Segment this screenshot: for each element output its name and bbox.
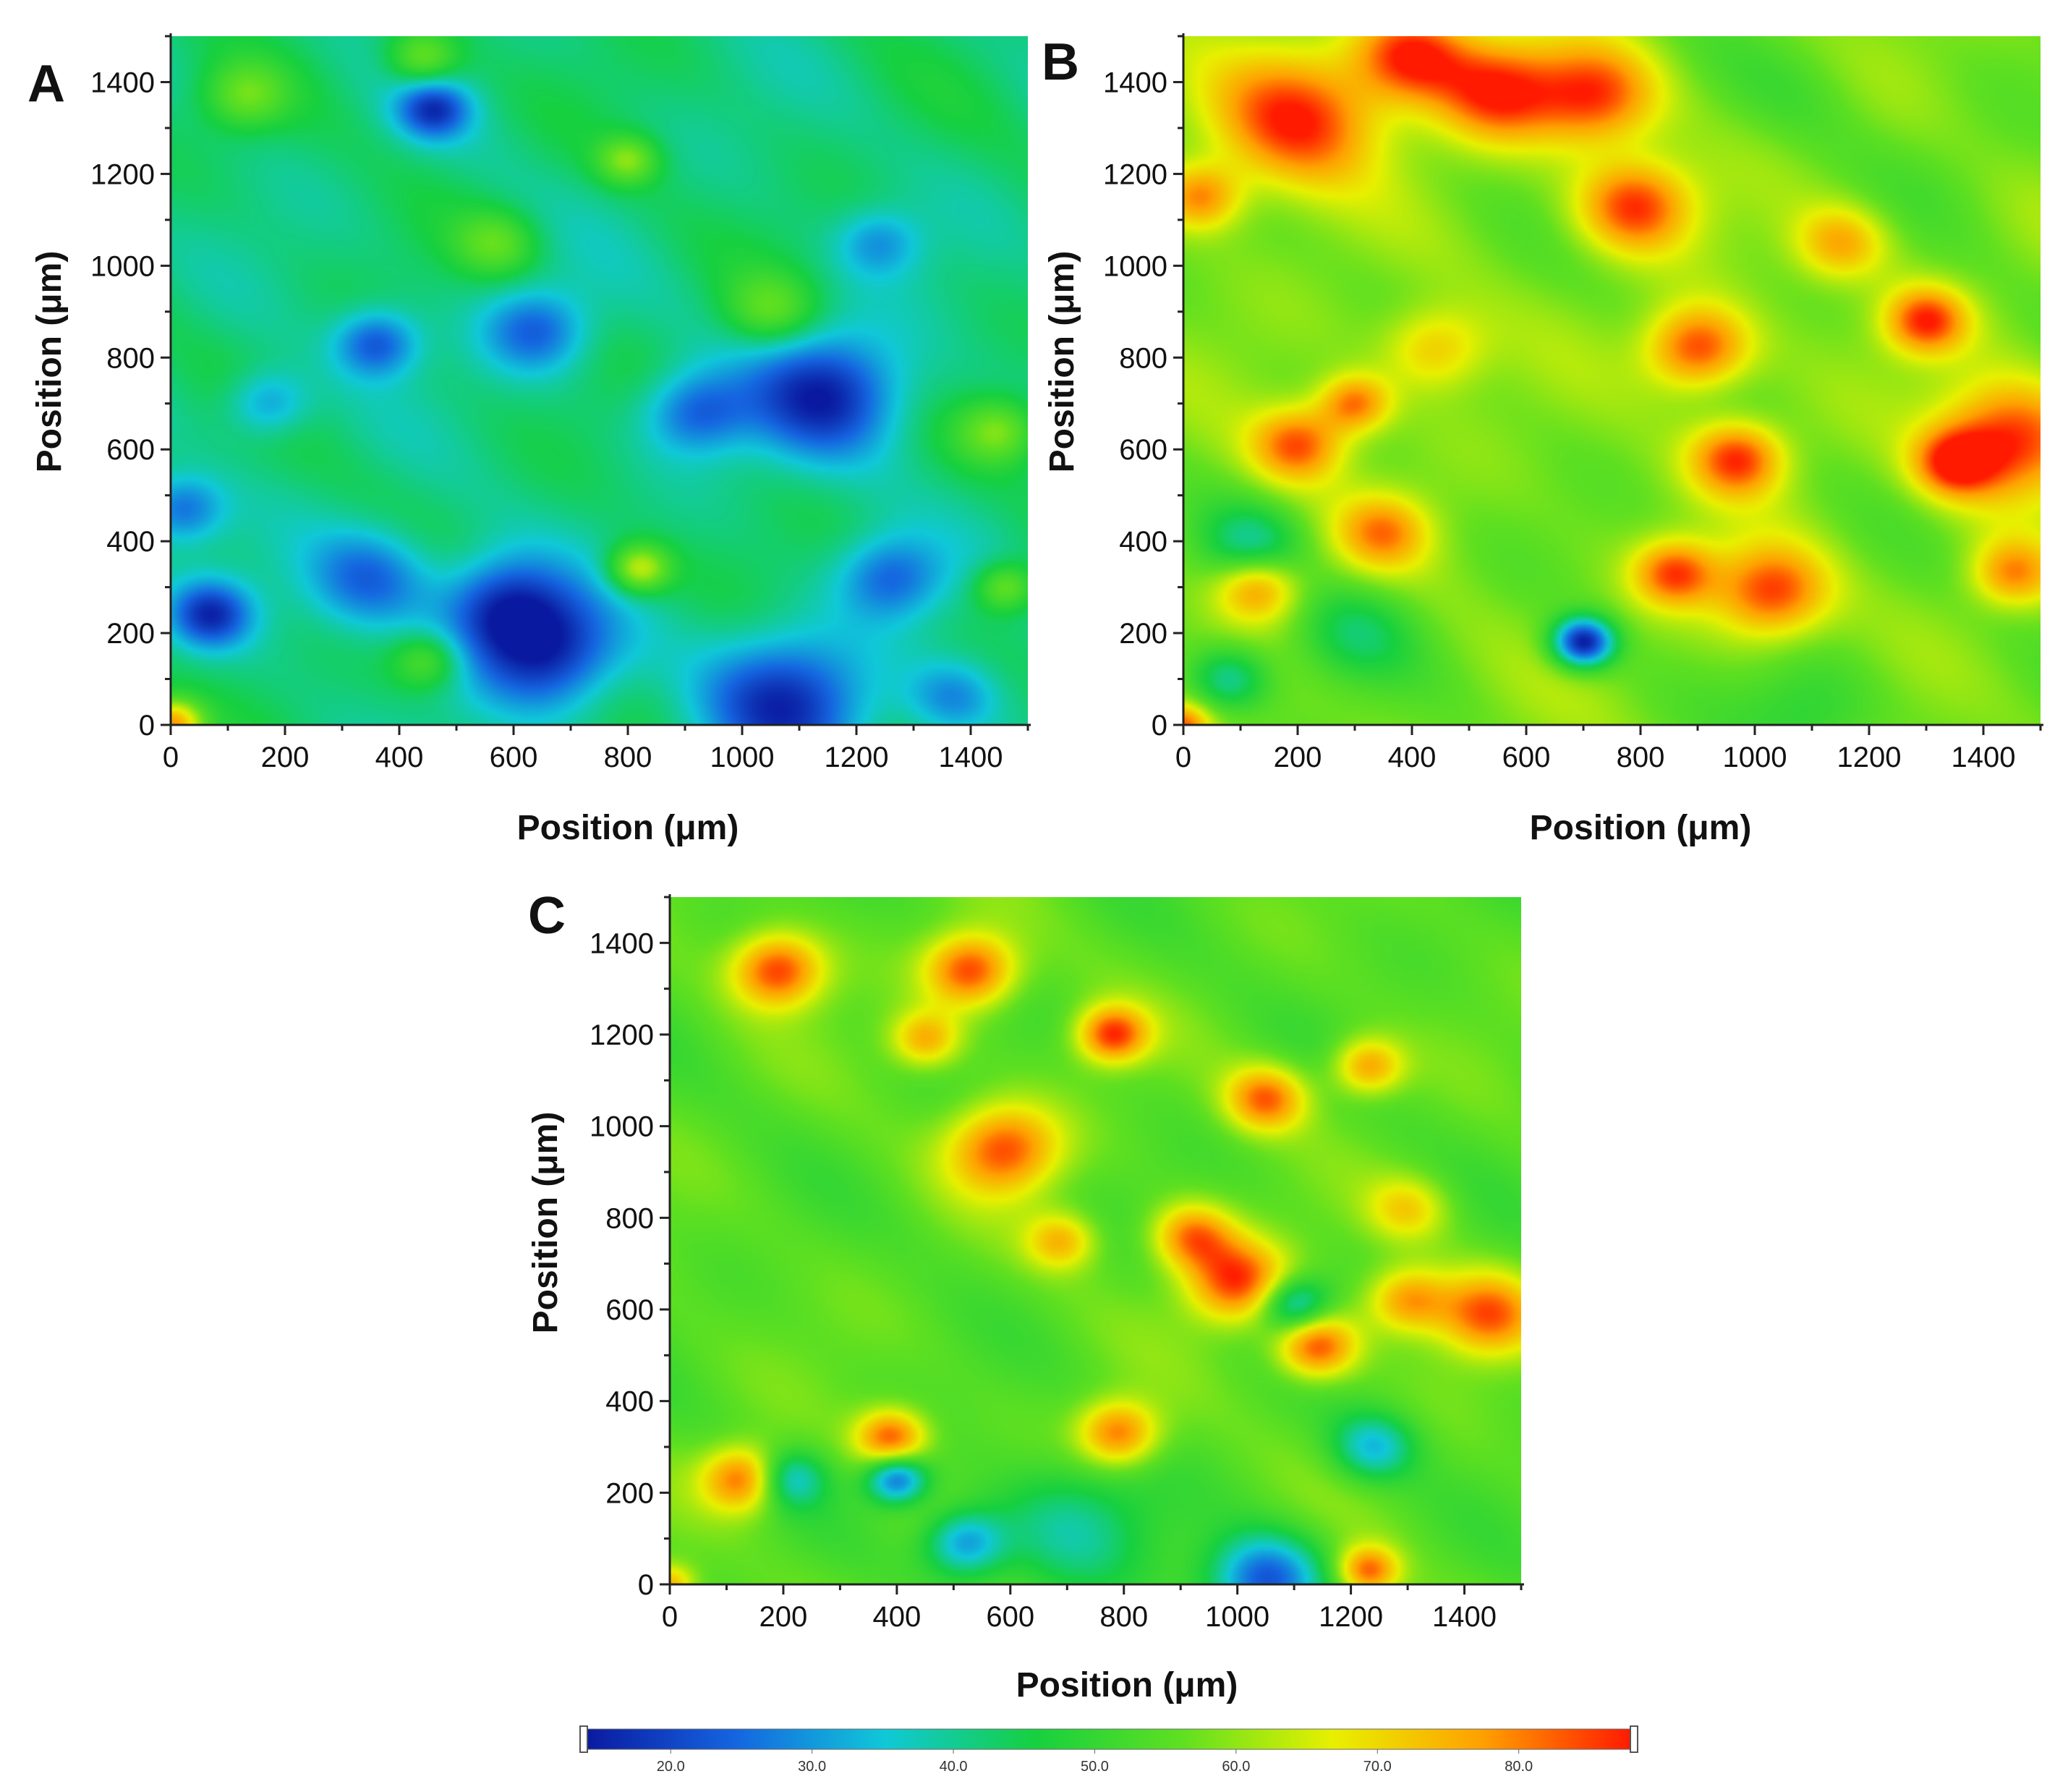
heatmap-b	[1183, 36, 2041, 725]
x-tick-label: 200	[1274, 742, 1322, 773]
axes-c: 0 200 400 600 800 1000 1200 1400 0 200 400 600 800 10…	[590, 894, 1524, 1633]
x-tick-label: 400	[1388, 742, 1437, 773]
y-tick-label: 0	[139, 710, 155, 742]
x-tick-label: 400	[872, 1601, 921, 1633]
colorbar-tick-label: 80.0	[1505, 1759, 1533, 1775]
x-tick-label: 200	[759, 1601, 808, 1633]
x-tick-label: 0	[163, 742, 179, 773]
x-tick-label: 600	[1502, 742, 1551, 773]
axes-b: 0 200 400 600 800 1000 1200 1400 0 200 400 600 800 10…	[1103, 33, 2043, 773]
x-axis-title-b: Position (μm)	[1530, 809, 1752, 847]
y-axis-title-c: Position (μm)	[527, 1112, 565, 1334]
y-tick-label: 200	[106, 618, 155, 650]
y-tick-label: 1400	[1103, 67, 1167, 98]
y-tick-label: 1000	[590, 1111, 654, 1143]
x-tick-label: 800	[1099, 1601, 1148, 1633]
y-tick-label: 0	[1152, 710, 1167, 742]
y-axis-title-b: Position (μm)	[1043, 251, 1081, 473]
x-tick-label: 200	[261, 742, 310, 773]
colorbar-labels: 20.0 30.0 40.0 50.0 60.0 70.0 80.0	[657, 1749, 1533, 1775]
x-tick-label: 1400	[1952, 742, 2016, 773]
x-tick-label: 1200	[1319, 1601, 1383, 1633]
y-tick-label: 0	[638, 1569, 654, 1601]
x-tick-label: 1000	[710, 742, 775, 773]
heatmap-a	[171, 36, 1028, 725]
x-tick-label: 0	[1175, 742, 1191, 773]
colorbar-tick-label: 60.0	[1222, 1759, 1250, 1775]
heatmap-c	[670, 897, 1521, 1584]
colorbar-right-handle	[1630, 1725, 1638, 1753]
y-tick-label: 600	[605, 1294, 654, 1326]
colorbar: 20.0 30.0 40.0 50.0 60.0 70.0 80.0	[579, 1725, 1638, 1775]
x-tick-label: 1200	[825, 742, 889, 773]
colorbar-gradient	[585, 1728, 1633, 1750]
y-tick-label: 600	[106, 434, 155, 466]
y-tick-label: 800	[106, 342, 155, 374]
x-tick-label: 1400	[939, 742, 1003, 773]
x-tick-label: 600	[986, 1601, 1034, 1633]
x-axis-title-a: Position (μm)	[517, 809, 739, 847]
panel-label-c: C	[528, 887, 566, 945]
x-tick-label: 400	[375, 742, 424, 773]
y-tick-label: 800	[1119, 342, 1167, 374]
x-tick-label: 1000	[1723, 742, 1787, 773]
axes-a: 0 200 400 600 800 1000 1200 1400 0 200 400 600 800 10…	[90, 33, 1031, 773]
colorbar-tick-label: 40.0	[940, 1759, 968, 1775]
y-tick-label: 1200	[1103, 158, 1167, 190]
x-tick-label: 1200	[1837, 742, 1902, 773]
panel-c: C Position (μm) Position (μm) 0 200 400 600…	[527, 887, 1524, 1704]
y-tick-label: 1200	[90, 158, 155, 190]
panel-b: B Position (μm) Position (μm) 0 200 400 600…	[1042, 33, 2043, 847]
x-tick-label: 800	[1617, 742, 1665, 773]
y-tick-label: 1400	[90, 67, 155, 98]
y-tick-label: 1200	[590, 1019, 654, 1051]
colorbar-left-handle	[579, 1725, 588, 1753]
panel-label-a: A	[27, 55, 65, 113]
colorbar-tick-label: 30.0	[798, 1759, 826, 1775]
y-tick-label: 800	[605, 1202, 654, 1234]
y-tick-label: 1400	[590, 927, 654, 959]
colorbar-tick-label: 70.0	[1363, 1759, 1392, 1775]
x-tick-label: 600	[490, 742, 538, 773]
y-tick-label: 1000	[90, 250, 155, 282]
x-tick-label: 1000	[1205, 1601, 1269, 1633]
colorbar-tick-label: 50.0	[1081, 1759, 1109, 1775]
y-tick-label: 200	[605, 1477, 654, 1509]
x-tick-label: 800	[604, 742, 652, 773]
y-tick-label: 600	[1119, 434, 1167, 466]
y-tick-label: 200	[1119, 618, 1167, 650]
y-tick-label: 400	[1119, 526, 1167, 558]
y-tick-label: 400	[106, 526, 155, 558]
x-axis-title-c: Position (μm)	[1016, 1666, 1238, 1704]
y-tick-label: 1000	[1103, 250, 1167, 282]
panel-label-b: B	[1042, 33, 1079, 91]
y-tick-label: 400	[605, 1386, 654, 1418]
x-tick-label: 1400	[1432, 1601, 1497, 1633]
y-axis-title-a: Position (μm)	[30, 251, 69, 473]
panel-a: A Position (μm) Position (μm) 0 200 400 600…	[27, 33, 1031, 847]
colorbar-tick-label: 20.0	[657, 1759, 685, 1775]
x-tick-label: 0	[662, 1601, 678, 1633]
